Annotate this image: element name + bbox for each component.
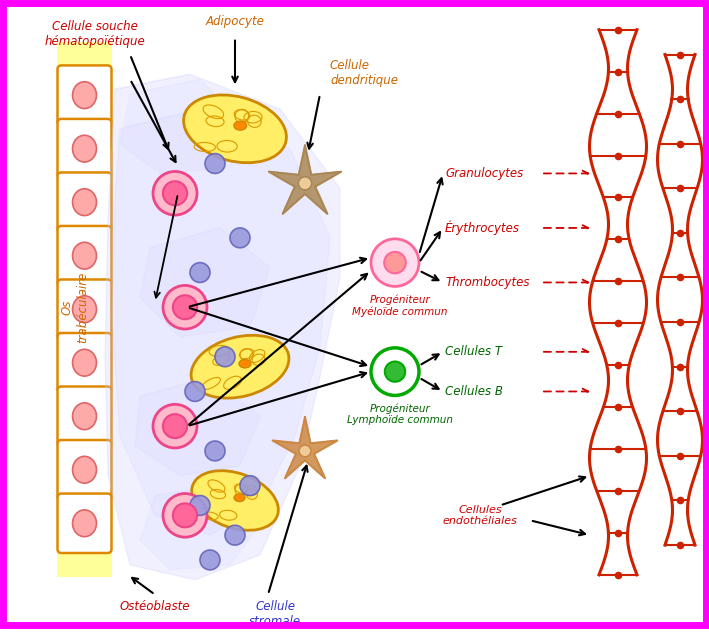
Ellipse shape bbox=[72, 510, 96, 536]
Text: Progéniteur
Lymphoïde commun: Progéniteur Lymphoïde commun bbox=[347, 403, 453, 425]
Polygon shape bbox=[140, 486, 260, 570]
Ellipse shape bbox=[239, 359, 251, 368]
FancyBboxPatch shape bbox=[57, 333, 111, 392]
Polygon shape bbox=[269, 146, 341, 214]
Ellipse shape bbox=[72, 242, 96, 269]
Ellipse shape bbox=[72, 296, 96, 323]
Text: Progéniteur
Myéloïde commun: Progéniteur Myéloïde commun bbox=[352, 294, 448, 317]
Ellipse shape bbox=[225, 525, 245, 545]
FancyBboxPatch shape bbox=[57, 226, 111, 285]
Text: Cellule
stromale: Cellule stromale bbox=[249, 600, 301, 628]
FancyBboxPatch shape bbox=[57, 280, 111, 339]
Text: Thrombocytes: Thrombocytes bbox=[445, 276, 530, 289]
Ellipse shape bbox=[173, 503, 197, 527]
FancyBboxPatch shape bbox=[57, 387, 111, 446]
FancyBboxPatch shape bbox=[57, 119, 111, 178]
Ellipse shape bbox=[153, 404, 197, 448]
Ellipse shape bbox=[230, 228, 250, 248]
Ellipse shape bbox=[205, 441, 225, 461]
Ellipse shape bbox=[153, 171, 197, 215]
Text: Érythrocytes: Érythrocytes bbox=[445, 221, 520, 235]
Ellipse shape bbox=[72, 456, 96, 483]
Ellipse shape bbox=[191, 335, 289, 398]
Ellipse shape bbox=[190, 496, 210, 515]
Ellipse shape bbox=[299, 445, 311, 457]
FancyBboxPatch shape bbox=[57, 440, 111, 500]
Ellipse shape bbox=[163, 181, 187, 205]
Text: Cellule
dendritique: Cellule dendritique bbox=[330, 60, 398, 87]
Text: Cellules
endothéliales: Cellules endothéliales bbox=[442, 505, 518, 526]
Text: Cellules T: Cellules T bbox=[445, 346, 502, 358]
Ellipse shape bbox=[72, 135, 96, 162]
Ellipse shape bbox=[191, 470, 279, 530]
Polygon shape bbox=[112, 109, 330, 535]
Polygon shape bbox=[140, 228, 270, 337]
FancyBboxPatch shape bbox=[57, 42, 112, 577]
Text: Os
trabéculaire: Os trabéculaire bbox=[61, 271, 89, 343]
Ellipse shape bbox=[384, 252, 406, 273]
Polygon shape bbox=[273, 417, 337, 478]
Text: Cellule souche
hématopoïétique: Cellule souche hématopoïétique bbox=[45, 20, 145, 48]
FancyBboxPatch shape bbox=[57, 65, 111, 125]
Polygon shape bbox=[120, 79, 240, 174]
Ellipse shape bbox=[163, 414, 187, 438]
Ellipse shape bbox=[371, 239, 419, 287]
Ellipse shape bbox=[234, 494, 245, 501]
Ellipse shape bbox=[72, 189, 96, 216]
Ellipse shape bbox=[200, 550, 220, 570]
Ellipse shape bbox=[72, 403, 96, 430]
Ellipse shape bbox=[215, 347, 235, 366]
Ellipse shape bbox=[72, 349, 96, 376]
FancyBboxPatch shape bbox=[57, 172, 111, 232]
Ellipse shape bbox=[385, 361, 406, 382]
Ellipse shape bbox=[163, 493, 207, 537]
Ellipse shape bbox=[371, 348, 419, 396]
Ellipse shape bbox=[205, 153, 225, 174]
Ellipse shape bbox=[185, 382, 205, 401]
Ellipse shape bbox=[163, 285, 207, 329]
Ellipse shape bbox=[190, 262, 210, 283]
Polygon shape bbox=[105, 74, 340, 579]
Text: Granulocytes: Granulocytes bbox=[445, 167, 523, 180]
Polygon shape bbox=[135, 377, 260, 476]
Ellipse shape bbox=[298, 177, 312, 190]
Ellipse shape bbox=[72, 82, 96, 108]
Text: Adipocyte: Adipocyte bbox=[206, 15, 264, 28]
Text: Ostéoblaste: Ostéoblaste bbox=[120, 600, 190, 612]
Ellipse shape bbox=[184, 95, 286, 163]
Ellipse shape bbox=[240, 476, 260, 496]
Ellipse shape bbox=[234, 121, 247, 130]
Text: Cellules B: Cellules B bbox=[445, 385, 503, 398]
Ellipse shape bbox=[173, 295, 197, 320]
FancyBboxPatch shape bbox=[57, 493, 111, 553]
